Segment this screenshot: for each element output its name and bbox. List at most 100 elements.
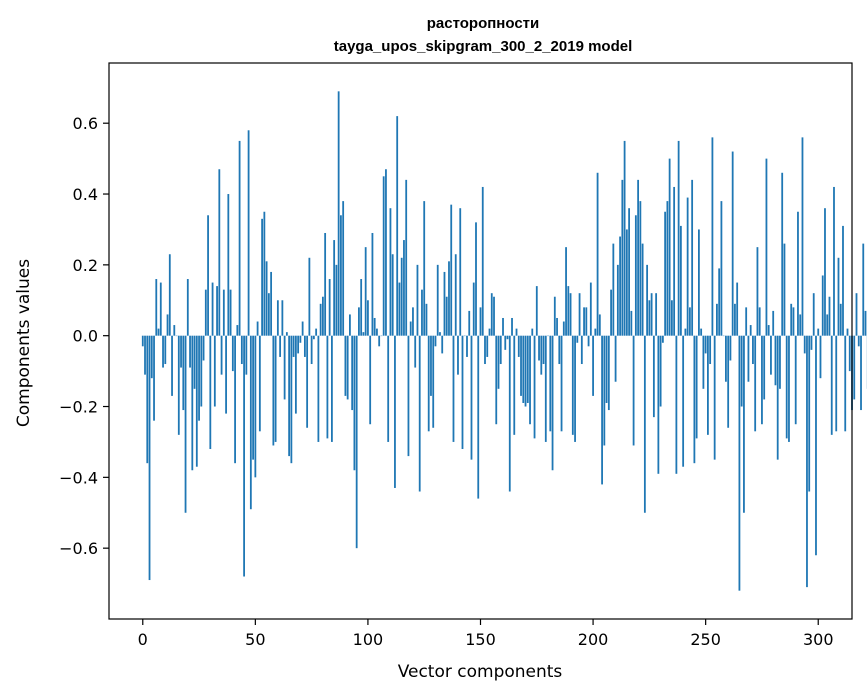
bar-150 <box>479 307 482 336</box>
bar-84 <box>331 335 333 442</box>
bar-288 <box>790 303 793 336</box>
bar-126 <box>425 303 428 336</box>
bar-44 <box>240 335 243 365</box>
bar-54 <box>263 211 266 336</box>
bar-262 <box>731 151 734 336</box>
bar-285 <box>783 243 786 336</box>
bar-236 <box>673 186 676 336</box>
bar-39 <box>229 289 232 336</box>
bar-245 <box>693 335 696 464</box>
bar-148 <box>475 222 477 336</box>
bar-37 <box>225 335 227 414</box>
bar-321 <box>864 310 867 336</box>
bar-51 <box>256 321 259 336</box>
bar-86 <box>335 264 338 336</box>
bar-0 <box>141 335 144 347</box>
bar-23 <box>193 335 196 389</box>
bar-36 <box>222 289 225 336</box>
bar-227 <box>652 335 655 418</box>
bar-280 <box>772 310 775 336</box>
bar-57 <box>270 271 273 336</box>
bar-89 <box>342 201 345 336</box>
bar-297 <box>810 335 813 350</box>
bar-196 <box>583 307 585 336</box>
bar-34 <box>218 169 221 336</box>
bar-95 <box>355 335 358 549</box>
bar-212 <box>619 236 621 336</box>
bar-40 <box>231 335 234 372</box>
bar-260 <box>727 335 730 428</box>
bar-185 <box>558 335 561 365</box>
bar-13 <box>171 335 173 396</box>
bar-91 <box>346 335 349 400</box>
bar-271 <box>752 335 754 365</box>
bar-119 <box>409 321 412 336</box>
bar-179 <box>544 335 547 442</box>
bar-75 <box>310 335 313 365</box>
bar-152 <box>484 335 486 365</box>
bar-31 <box>211 282 214 336</box>
bar-96 <box>358 307 360 336</box>
bar-9 <box>162 335 164 368</box>
bar-70 <box>299 335 302 343</box>
bar-308 <box>835 335 838 432</box>
bar-228 <box>655 293 658 336</box>
bar-6 <box>155 279 158 336</box>
x-tick-label: 150 <box>465 630 496 649</box>
bar-186 <box>560 335 563 432</box>
bar-225 <box>648 300 651 336</box>
bar-164 <box>511 317 513 336</box>
bar-232 <box>664 211 667 336</box>
bar-241 <box>684 328 687 336</box>
bar-214 <box>623 140 626 336</box>
bar-59 <box>274 335 277 442</box>
bars-group <box>141 91 867 591</box>
bar-93 <box>351 335 354 411</box>
bar-158 <box>497 335 500 389</box>
bar-26 <box>200 335 203 407</box>
bar-187 <box>562 321 565 336</box>
bar-204 <box>601 335 603 485</box>
bar-144 <box>466 335 468 357</box>
bar-291 <box>797 211 799 336</box>
bar-184 <box>556 317 558 336</box>
bar-28 <box>204 289 207 336</box>
bar-134 <box>443 271 446 336</box>
bar-226 <box>650 293 653 336</box>
y-axis-ticks: −0.6 −0.4 −0.2 0.0 0.2 0.4 0.6 <box>59 114 109 558</box>
bar-27 <box>202 335 205 361</box>
bar-107 <box>382 176 385 336</box>
bar-302 <box>821 275 824 336</box>
bar-122 <box>416 264 419 336</box>
y-tick-label: 0.6 <box>73 114 98 133</box>
bar-222 <box>641 243 644 336</box>
bar-68 <box>294 335 297 414</box>
bar-296 <box>808 335 811 492</box>
bar-140 <box>457 335 459 375</box>
bar-105 <box>378 335 381 347</box>
bar-124 <box>421 289 423 336</box>
x-tick-label: 300 <box>803 630 834 649</box>
bar-257 <box>720 201 723 336</box>
bar-195 <box>580 335 583 365</box>
bar-268 <box>745 307 748 336</box>
bar-175 <box>535 286 538 336</box>
bar-56 <box>267 293 270 336</box>
bar-32 <box>213 335 216 407</box>
bar-307 <box>833 186 835 336</box>
bar-320 <box>862 243 865 336</box>
bar-218 <box>632 335 635 446</box>
bar-133 <box>441 335 444 354</box>
bar-233 <box>666 201 669 336</box>
bar-246 <box>695 335 698 439</box>
bar-165 <box>513 335 516 435</box>
bar-2 <box>146 335 149 464</box>
bar-74 <box>308 257 311 336</box>
y-tick-label: 0.4 <box>73 185 98 204</box>
bar-266 <box>740 335 743 407</box>
bar-111 <box>391 254 394 336</box>
bar-231 <box>661 335 664 343</box>
bar-235 <box>670 300 673 336</box>
bar-61 <box>279 335 282 357</box>
